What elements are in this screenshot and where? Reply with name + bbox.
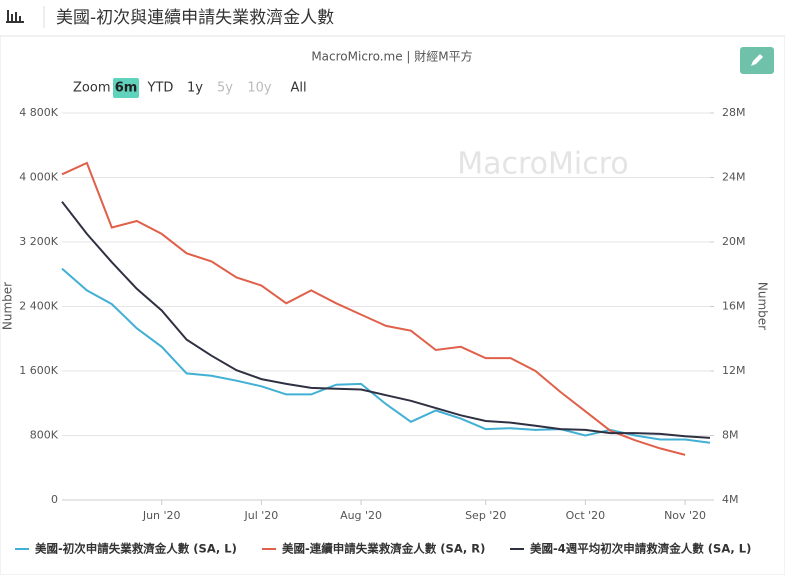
chart-subtitle: MacroMicro.me | 財經M平方	[311, 49, 472, 64]
chart-icon	[6, 10, 24, 23]
x-tick-label: Aug '20	[340, 509, 382, 522]
x-tick-label: Sep '20	[465, 509, 506, 522]
range-button[interactable]: 6m	[115, 81, 138, 96]
x-tick-label: Nov '20	[664, 509, 706, 522]
range-button[interactable]: 1y	[187, 81, 203, 96]
y2-tick-label: 4M	[722, 493, 739, 506]
y2-tick-label: 24M	[722, 171, 746, 184]
y2-tick-label: 8M	[722, 429, 739, 442]
series-line	[61, 201, 711, 439]
edit-icon	[751, 54, 763, 66]
chart-card	[0, 35, 785, 576]
watermark: MacroMicro	[457, 147, 629, 182]
range-button[interactable]: 10y	[247, 81, 272, 96]
y2-tick-label: 12M	[722, 364, 746, 377]
legend-label[interactable]: 美國-連續申請失業救濟金人數 (SA, R)	[282, 542, 485, 556]
range-button[interactable]: 5y	[217, 81, 233, 96]
y2-tick-label: 28M	[722, 106, 746, 119]
y-tick-label: 0	[51, 493, 58, 506]
range-button[interactable]: All	[290, 81, 306, 96]
y-tick-label: 800K	[30, 429, 59, 442]
y2-tick-label: 20M	[722, 235, 746, 248]
legend-label[interactable]: 美國-4週平均初次申請救濟金人數 (SA, L)	[530, 542, 751, 556]
legend-label[interactable]: 美國-初次申請失業救濟金人數 (SA, L)	[35, 542, 237, 556]
y2-axis-label: Number	[756, 282, 770, 330]
x-tick-label: Oct '20	[566, 509, 606, 522]
range-button-bg	[113, 78, 139, 98]
page-title: 美國-初次與連續申請失業救濟金人數	[56, 8, 334, 28]
y-tick-label: 4 800K	[19, 106, 58, 119]
y-axis-label: Number	[1, 282, 15, 330]
zoom-label: Zoom	[73, 81, 110, 96]
series-line	[61, 161, 686, 456]
y-tick-label: 3 200K	[19, 235, 58, 248]
range-button[interactable]: YTD	[147, 81, 174, 96]
x-tick-label: Jun '20	[142, 509, 181, 522]
y2-tick-label: 16M	[722, 300, 746, 313]
x-tick-label: Jul '20	[243, 509, 278, 522]
y-tick-label: 4 000K	[19, 171, 58, 184]
y-tick-label: 1 600K	[19, 364, 58, 377]
y-tick-label: 2 400K	[19, 300, 58, 313]
header-bar	[0, 0, 785, 36]
